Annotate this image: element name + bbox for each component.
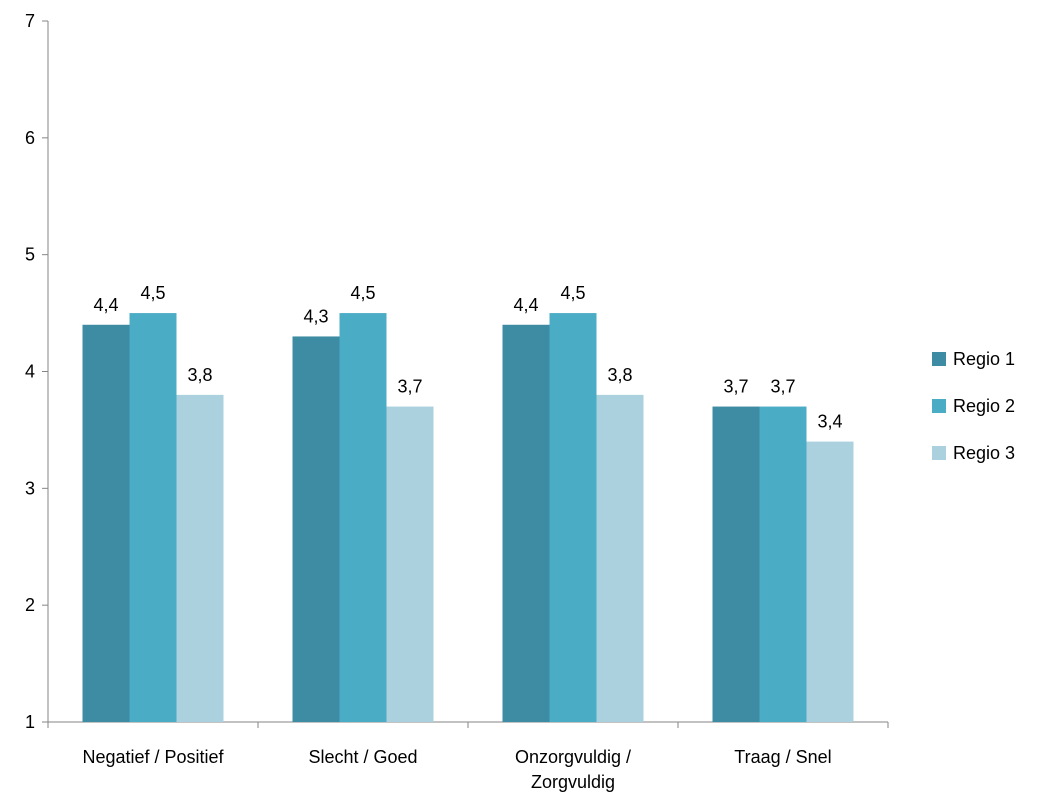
bars: [82, 313, 854, 722]
bar-data-label: 4,5: [350, 283, 375, 303]
y-tick-label: 2: [25, 595, 35, 615]
bar: [129, 313, 177, 722]
data-labels: 4,4 4,5 3,8 4,3 4,5 3,7 4,4 4,5 3,8 3,7 3,7 3,4: [93, 283, 842, 432]
y-tick-label: 1: [25, 712, 35, 732]
x-category-label: Zorgvuldig: [531, 772, 615, 792]
bar: [596, 394, 644, 722]
legend-entry: Regio 2: [953, 396, 1015, 416]
bar: [339, 313, 387, 722]
y-tick-label: 3: [25, 478, 35, 498]
bar: [806, 441, 854, 722]
bar-data-label: 4,3: [303, 306, 328, 326]
x-category-label: Slecht / Goed: [308, 747, 417, 767]
bar: [549, 313, 597, 722]
bar-data-label: 4,5: [140, 283, 165, 303]
bar: [292, 336, 340, 722]
bar-data-label: 4,5: [560, 283, 585, 303]
legend-swatch: [932, 352, 946, 366]
y-tick-label: 4: [25, 362, 35, 382]
axes: 1 2 3 4 5 6 7 Negatief / Positief Slecht / Goed O…: [25, 11, 889, 792]
x-category-label: Onzorgvuldig /: [515, 747, 631, 767]
bar-data-label: 3,8: [607, 365, 632, 385]
legend-entry: Regio 1: [953, 349, 1015, 369]
bar: [712, 406, 760, 722]
bar: [82, 324, 130, 722]
bar-data-label: 3,4: [817, 412, 842, 432]
x-category-label: Negatief / Positief: [82, 747, 224, 767]
bar-data-label: 4,4: [513, 295, 538, 315]
bar-data-label: 3,7: [723, 377, 748, 397]
bar-data-label: 3,7: [397, 377, 422, 397]
legend-entry: Regio 3: [953, 443, 1015, 463]
bar-data-label: 3,8: [187, 365, 212, 385]
bar: [176, 394, 224, 722]
bar-data-label: 3,7: [770, 377, 795, 397]
legend-swatch: [932, 399, 946, 413]
y-tick-label: 7: [25, 11, 35, 31]
y-tick-label: 5: [25, 245, 35, 265]
bar: [759, 406, 807, 722]
legend-swatch: [932, 446, 946, 460]
legend: Regio 1 Regio 2 Regio 3: [932, 349, 1015, 463]
x-category-label: Traag / Snel: [734, 747, 831, 767]
bar-data-label: 4,4: [93, 295, 118, 315]
y-tick-label: 6: [25, 128, 35, 148]
bar: [502, 324, 550, 722]
bar: [386, 406, 434, 722]
